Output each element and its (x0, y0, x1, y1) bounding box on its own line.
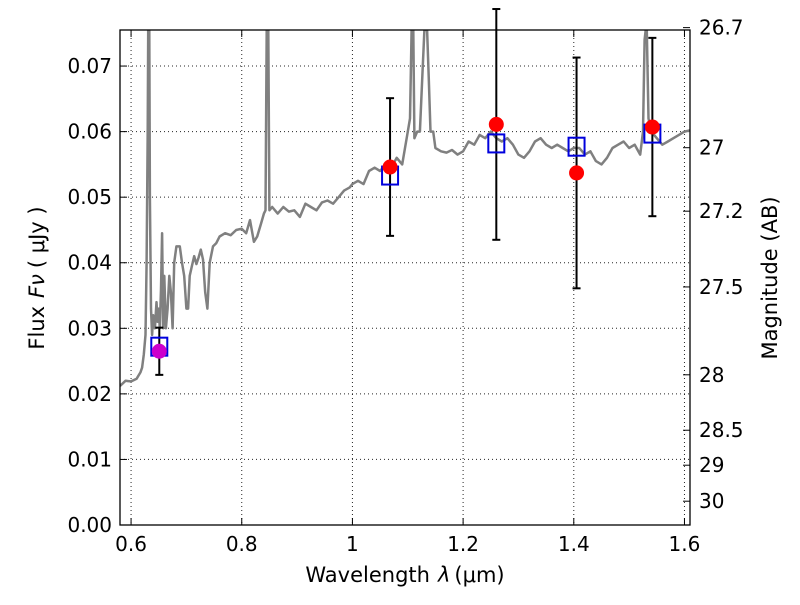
observed-point (569, 165, 585, 181)
mag-tick-label: 28.5 (699, 418, 744, 442)
grid-layer (120, 30, 690, 526)
y-tick-label: 0.04 (67, 251, 112, 275)
y-tick-label: 0.03 (67, 316, 112, 340)
y-axis-label: FluxFν( μJy ) (25, 206, 49, 349)
points-layer (150, 8, 662, 376)
observed-point (382, 159, 398, 175)
x-tick-label: 0.6 (115, 532, 147, 556)
axes-layer: 0.6 0.8 1 1.2 1.4 1.6 0.00 0.01 0.02 0.03 0.04 0.05… (67, 16, 743, 556)
mag-tick-label: 27 (699, 136, 724, 160)
model-point (567, 136, 586, 157)
y-tick-label: 0.02 (67, 382, 112, 406)
observed-point (644, 119, 660, 135)
x-tick-label: 1.6 (669, 532, 701, 556)
x-tick-label: 1.2 (447, 532, 479, 556)
y-tick-label: 0.01 (67, 447, 112, 471)
y-tick-label: 0.00 (67, 513, 112, 537)
model-point (487, 133, 506, 154)
mag-tick-label: 26.7 (699, 16, 744, 40)
plot-frame (119, 29, 691, 526)
observed-point (488, 116, 504, 132)
mag-tick-label: 30 (699, 489, 724, 513)
x-tick-label: 1.4 (558, 532, 590, 556)
x-axis-label: Wavelength λ (μm) (305, 563, 504, 587)
y-tick-label: 0.07 (67, 54, 112, 78)
mag-tick-label: 27.5 (699, 275, 744, 299)
spectrum-line (120, 30, 690, 387)
mag-tick-label: 28 (699, 363, 724, 387)
x-tick-label: 0.8 (226, 532, 258, 556)
mag-tick-label: 29 (699, 453, 724, 477)
mag-tick-label: 27.2 (699, 199, 744, 223)
y2-axis-label: Magnitude (AB) (758, 196, 782, 359)
x-tick-label: 1 (346, 532, 359, 556)
observed-point (151, 343, 167, 359)
y-tick-label: 0.05 (67, 185, 112, 209)
spectrum-layer (120, 30, 690, 387)
y-tick-label: 0.06 (67, 120, 112, 144)
